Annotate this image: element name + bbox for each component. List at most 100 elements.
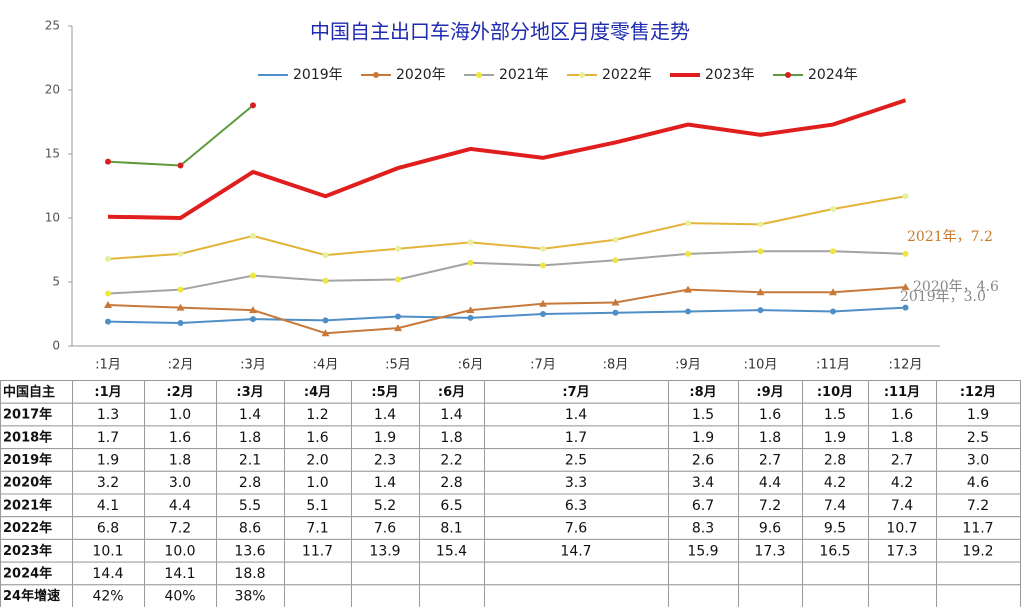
x-tick-label: :9月 <box>675 358 701 373</box>
series-line <box>107 250 906 295</box>
table-cell-text: 2.7 <box>891 452 913 468</box>
table-cell <box>738 584 803 608</box>
marker <box>322 252 329 259</box>
marker <box>685 308 691 315</box>
table-cell-text: 1.4 <box>440 407 462 423</box>
legend-label: 2022年 <box>602 67 652 83</box>
series-line <box>107 286 906 335</box>
table-cell-text: 2.3 <box>374 452 396 468</box>
legend-label: 2020年 <box>396 67 446 83</box>
marker <box>395 313 401 320</box>
table-cell-text: 1.9 <box>692 430 714 446</box>
table-cell-text: 10.1 <box>92 543 123 559</box>
y-tick-label: 0 <box>52 339 60 353</box>
marker <box>105 318 111 325</box>
table-cell-text: 17.3 <box>886 543 917 559</box>
table-cell-text: 2.6 <box>692 452 714 468</box>
table-cell-text: 40% <box>164 589 195 605</box>
marker <box>177 162 184 169</box>
table-cell-text: 17.3 <box>754 543 785 559</box>
x-tick-label: :5月 <box>385 358 411 373</box>
marker <box>467 314 474 321</box>
x-tick-label: :3月 <box>240 358 266 373</box>
table-cell <box>419 561 485 586</box>
table-cell <box>484 584 669 608</box>
table-cell-text: 2.7 <box>759 452 781 468</box>
table-cell-text: 1.4 <box>374 407 396 423</box>
x-tick-label: :11月 <box>816 358 850 373</box>
legend-label: 2023年 <box>705 67 755 83</box>
table-cell-text: 14.1 <box>164 566 195 582</box>
series-line <box>107 98 907 221</box>
marker <box>321 329 330 337</box>
table-cell-text: 2.5 <box>565 452 587 468</box>
marker <box>104 301 112 309</box>
table-cell <box>936 584 1021 608</box>
table-cell-text: 2.8 <box>440 475 462 491</box>
legend-marker <box>373 72 379 78</box>
table-cell-text: 7.6 <box>565 521 587 537</box>
table-cell-text: 7.2 <box>967 498 989 514</box>
table-header: :2月 <box>166 385 193 400</box>
table-cell-text: 6.7 <box>692 498 714 514</box>
marker <box>250 232 256 239</box>
table-cell-text: 18.8 <box>234 566 265 582</box>
x-tick-label: :12月 <box>889 358 923 373</box>
table-header: :9月 <box>756 385 783 400</box>
table-cell-text: 1.6 <box>759 407 781 423</box>
table-header: :12月 <box>960 385 996 400</box>
x-tick-label: :2月 <box>168 358 194 373</box>
table-header: 中国自主 <box>3 384 55 400</box>
series-line <box>107 104 254 167</box>
legend-label: 2021年 <box>499 67 549 83</box>
table-cell-text: 1.9 <box>824 430 846 446</box>
table-cell-text: 8.6 <box>239 521 261 537</box>
table-cell-text: 2017年 <box>3 407 52 423</box>
legend-marker <box>785 72 791 78</box>
y-tick-label: 5 <box>52 275 60 289</box>
table-cell <box>419 584 485 608</box>
table-cell <box>668 561 739 586</box>
table-cell-text: 1.4 <box>374 475 396 491</box>
x-tick-label: :8月 <box>603 358 629 373</box>
table-cell-text: 1.4 <box>565 407 587 423</box>
table-cell-text: 1.7 <box>97 430 119 446</box>
table-cell <box>284 584 352 608</box>
table-header: :5月 <box>371 385 398 400</box>
table-cell-text: 2.2 <box>440 452 462 468</box>
marker <box>322 317 329 324</box>
marker <box>756 288 765 296</box>
table-cell-text: 4.2 <box>891 475 913 491</box>
table-cell-text: 11.7 <box>302 543 333 559</box>
marker <box>540 245 546 252</box>
marker <box>249 306 257 314</box>
table-cell-text: 1.6 <box>306 430 328 446</box>
marker <box>177 319 184 326</box>
marker <box>395 245 401 252</box>
table-cell-text: 7.2 <box>169 521 191 537</box>
marker <box>830 308 836 315</box>
table-cell <box>738 561 803 586</box>
x-tick-label: :10月 <box>744 358 778 373</box>
table-cell-text: 1.3 <box>97 407 119 423</box>
table-cell-text: 4.4 <box>169 498 191 514</box>
table-cell-text: 6.5 <box>440 498 462 514</box>
table-header: :4月 <box>304 385 331 400</box>
marker <box>176 303 185 311</box>
table-cell <box>484 561 669 586</box>
table-cell-text: 6.3 <box>565 498 587 514</box>
table-cell-text: 3.3 <box>565 475 587 491</box>
table-cell-text: 1.9 <box>97 452 119 468</box>
table-cell-text: 2019年 <box>3 452 52 468</box>
table-cell-text: 9.5 <box>824 521 846 537</box>
table-cell <box>284 561 352 586</box>
table-cell-text: 5.1 <box>306 498 328 514</box>
marker <box>177 250 184 257</box>
table-header: :7月 <box>562 385 589 400</box>
table-cell-text: 7.6 <box>374 521 396 537</box>
table-cell <box>802 584 869 608</box>
marker <box>685 220 691 227</box>
marker <box>322 277 329 284</box>
marker <box>902 250 909 257</box>
table-header: :6月 <box>438 385 465 400</box>
